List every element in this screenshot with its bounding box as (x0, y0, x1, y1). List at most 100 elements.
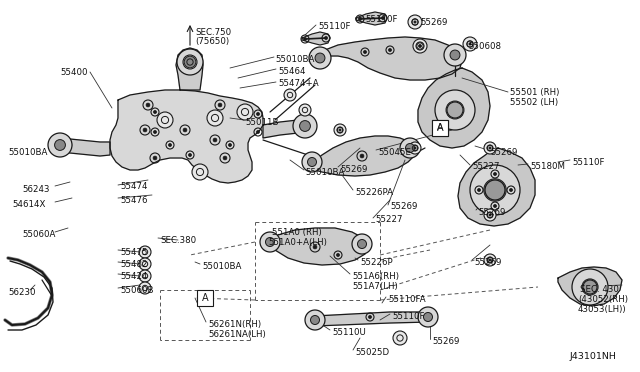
Circle shape (469, 43, 471, 45)
Text: 55010BA: 55010BA (202, 262, 241, 271)
Text: 55269: 55269 (432, 337, 460, 346)
Text: J43101NH: J43101NH (570, 352, 617, 361)
Text: 55045E: 55045E (378, 148, 411, 157)
Circle shape (339, 129, 341, 131)
Text: 55010BA: 55010BA (305, 168, 344, 177)
Circle shape (184, 56, 196, 68)
Circle shape (293, 114, 317, 138)
Circle shape (146, 103, 150, 107)
Text: A: A (436, 123, 444, 133)
Circle shape (315, 53, 325, 63)
Text: 54614X: 54614X (12, 200, 45, 209)
Text: 550608: 550608 (468, 42, 501, 51)
Text: 55011B: 55011B (245, 118, 278, 127)
Circle shape (444, 44, 466, 66)
Polygon shape (310, 312, 430, 326)
Circle shape (358, 240, 367, 248)
Circle shape (309, 47, 331, 69)
Circle shape (143, 128, 147, 132)
Circle shape (418, 307, 438, 327)
Circle shape (493, 205, 497, 208)
Circle shape (300, 121, 310, 131)
Circle shape (324, 36, 328, 39)
Circle shape (139, 258, 151, 270)
Circle shape (48, 133, 72, 157)
Polygon shape (418, 68, 490, 148)
Text: 55110F: 55110F (572, 158, 605, 167)
Text: 55474: 55474 (120, 182, 147, 191)
Circle shape (408, 15, 422, 29)
Circle shape (207, 110, 223, 126)
Text: 55475: 55475 (120, 248, 147, 257)
Circle shape (470, 165, 520, 215)
Circle shape (388, 48, 392, 51)
Text: 56261NA(LH): 56261NA(LH) (208, 330, 266, 339)
Circle shape (447, 102, 463, 118)
Circle shape (257, 131, 260, 134)
Text: 55060A: 55060A (22, 230, 56, 239)
Circle shape (192, 164, 208, 180)
Text: A: A (202, 293, 208, 303)
Circle shape (446, 101, 464, 119)
Text: SEC.750: SEC.750 (195, 28, 231, 37)
Text: 55227: 55227 (375, 215, 403, 224)
FancyBboxPatch shape (432, 120, 448, 136)
Text: 55110FA: 55110FA (388, 295, 426, 304)
Polygon shape (176, 48, 203, 90)
Circle shape (139, 270, 151, 282)
FancyBboxPatch shape (197, 290, 213, 306)
Circle shape (157, 112, 173, 128)
Text: SEC. 430: SEC. 430 (580, 285, 619, 294)
Circle shape (54, 140, 65, 150)
Text: 55227: 55227 (472, 162, 499, 171)
Circle shape (257, 112, 260, 116)
Text: (75650): (75650) (195, 37, 229, 46)
Text: 55226PA: 55226PA (355, 188, 393, 197)
Circle shape (477, 189, 481, 192)
Circle shape (188, 154, 191, 157)
Circle shape (381, 16, 385, 19)
Circle shape (154, 131, 157, 134)
Text: 55474+A: 55474+A (278, 79, 319, 88)
Text: 56261N(RH): 56261N(RH) (208, 320, 261, 329)
Text: 55269: 55269 (340, 165, 367, 174)
Text: 55269: 55269 (478, 208, 506, 217)
Polygon shape (110, 90, 263, 183)
Circle shape (369, 315, 371, 318)
Circle shape (406, 144, 415, 153)
Polygon shape (263, 120, 308, 138)
Circle shape (284, 89, 296, 101)
Circle shape (582, 279, 598, 295)
Circle shape (183, 55, 197, 69)
Circle shape (414, 21, 416, 23)
Circle shape (302, 152, 322, 172)
Text: 55110U: 55110U (332, 328, 366, 337)
Polygon shape (265, 228, 368, 265)
Circle shape (303, 38, 307, 41)
Circle shape (400, 138, 420, 158)
Text: SEC.380: SEC.380 (160, 236, 196, 245)
Text: 55424: 55424 (120, 272, 147, 281)
Circle shape (572, 269, 608, 305)
Text: (43052(RH): (43052(RH) (578, 295, 628, 304)
Circle shape (489, 147, 491, 149)
Text: 55110F: 55110F (318, 22, 351, 31)
Circle shape (450, 50, 460, 60)
Text: 55464: 55464 (278, 67, 305, 76)
Circle shape (307, 157, 317, 167)
Circle shape (484, 254, 496, 266)
Circle shape (139, 246, 151, 258)
Text: 55269: 55269 (490, 148, 517, 157)
Text: 55010BA: 55010BA (275, 55, 314, 64)
Circle shape (419, 45, 422, 48)
Circle shape (583, 280, 597, 294)
Circle shape (177, 49, 203, 75)
Circle shape (334, 124, 346, 136)
Circle shape (493, 173, 497, 176)
Circle shape (352, 234, 372, 254)
Circle shape (489, 259, 491, 261)
Text: 43053(LH)): 43053(LH)) (578, 305, 627, 314)
Circle shape (223, 156, 227, 160)
Circle shape (484, 142, 496, 154)
Circle shape (463, 37, 477, 51)
